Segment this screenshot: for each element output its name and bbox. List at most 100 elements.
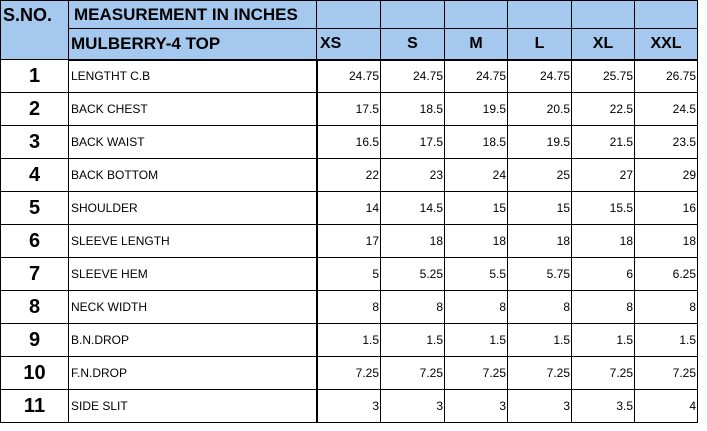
value-cell-m: 18 bbox=[444, 224, 508, 258]
value-cell-xs: 3 bbox=[316, 389, 381, 423]
value-cell-xl: 21.5 bbox=[571, 125, 635, 159]
row-number: 6 bbox=[0, 224, 69, 258]
value-cell-xs: 1.5 bbox=[316, 323, 381, 357]
value-cell-xl: 27 bbox=[571, 158, 635, 192]
value-cell-s: 1.5 bbox=[380, 323, 445, 357]
value-cell-xl: 6 bbox=[571, 257, 635, 291]
value-cell-xs: 24.75 bbox=[316, 59, 381, 93]
value-cell-l: 3 bbox=[507, 389, 572, 423]
header-blank-cell bbox=[571, 0, 635, 29]
value-cell-xxl: 18 bbox=[634, 224, 698, 258]
measurement-label: SLEEVE HEM bbox=[68, 257, 318, 291]
measurement-header: MEASUREMENT IN INCHES bbox=[68, 0, 317, 29]
value-cell-s: 14.5 bbox=[380, 191, 445, 225]
table-row: 5 SHOULDER 14 14.5 15 15 15.5 16 bbox=[0, 191, 698, 225]
value-cell-xxl: 6.25 bbox=[634, 257, 698, 291]
value-cell-l: 20.5 bbox=[507, 92, 572, 126]
value-cell-m: 3 bbox=[444, 389, 508, 423]
measurement-label: SIDE SLIT bbox=[68, 389, 318, 423]
value-cell-xl: 22.5 bbox=[571, 92, 635, 126]
value-cell-xl: 8 bbox=[571, 290, 635, 324]
table-row: 3 BACK WAIST 16.5 17.5 18.5 19.5 21.5 23.5 bbox=[0, 125, 698, 159]
value-cell-xs: 17.5 bbox=[316, 92, 381, 126]
value-cell-l: 15 bbox=[507, 191, 572, 225]
value-cell-xs: 22 bbox=[316, 158, 381, 192]
value-cell-xxl: 29 bbox=[634, 158, 698, 192]
value-cell-xs: 5 bbox=[316, 257, 381, 291]
size-header-m: M bbox=[444, 28, 508, 61]
value-cell-xxl: 16 bbox=[634, 191, 698, 225]
value-cell-xs: 8 bbox=[316, 290, 381, 324]
value-cell-xxl: 23.5 bbox=[634, 125, 698, 159]
value-cell-s: 23 bbox=[380, 158, 445, 192]
table-row: 1 LENGTHT C.B 24.75 24.75 24.75 24.75 25.75 26.… bbox=[0, 59, 698, 93]
value-cell-xxl: 1.5 bbox=[634, 323, 698, 357]
row-number: 8 bbox=[0, 290, 69, 324]
measurement-label: LENGTHT C.B bbox=[68, 59, 318, 93]
header-blank-cell bbox=[507, 0, 572, 29]
row-number: 10 bbox=[0, 356, 69, 390]
table-row: 8 NECK WIDTH 8 8 8 8 8 8 bbox=[0, 290, 698, 324]
value-cell-xl: 3.5 bbox=[571, 389, 635, 423]
table-row: 4 BACK BOTTOM 22 23 24 25 27 29 bbox=[0, 158, 698, 192]
row-number: 7 bbox=[0, 257, 69, 291]
size-header-xxl: XXL bbox=[634, 28, 698, 61]
value-cell-m: 24 bbox=[444, 158, 508, 192]
value-cell-xl: 7.25 bbox=[571, 356, 635, 390]
value-cell-s: 18.5 bbox=[380, 92, 445, 126]
value-cell-m: 8 bbox=[444, 290, 508, 324]
size-header-xs: XS bbox=[316, 28, 381, 61]
value-cell-xxl: 4 bbox=[634, 389, 698, 423]
value-cell-xl: 15.5 bbox=[571, 191, 635, 225]
value-cell-l: 7.25 bbox=[507, 356, 572, 390]
table-row: 11 SIDE SLIT 3 3 3 3 3.5 4 bbox=[0, 389, 698, 423]
table-row: 10 F.N.DROP 7.25 7.25 7.25 7.25 7.25 7.25 bbox=[0, 356, 698, 390]
row-number: 2 bbox=[0, 92, 69, 126]
value-cell-l: 5.75 bbox=[507, 257, 572, 291]
row-number: 3 bbox=[0, 125, 69, 159]
measurement-label: SHOULDER bbox=[68, 191, 318, 225]
measurement-label: F.N.DROP bbox=[68, 356, 318, 390]
row-number: 9 bbox=[0, 323, 69, 357]
value-cell-l: 19.5 bbox=[507, 125, 572, 159]
table-row: 2 BACK CHEST 17.5 18.5 19.5 20.5 22.5 24.5 bbox=[0, 92, 698, 126]
row-number: 5 bbox=[0, 191, 69, 225]
value-cell-s: 5.25 bbox=[380, 257, 445, 291]
value-cell-xs: 17 bbox=[316, 224, 381, 258]
measurement-label: BACK BOTTOM bbox=[68, 158, 318, 192]
table-row: 6 SLEEVE LENGTH 17 18 18 18 18 18 bbox=[0, 224, 698, 258]
value-cell-s: 7.25 bbox=[380, 356, 445, 390]
value-cell-s: 24.75 bbox=[380, 59, 445, 93]
value-cell-m: 7.25 bbox=[444, 356, 508, 390]
value-cell-m: 5.5 bbox=[444, 257, 508, 291]
value-cell-xxl: 8 bbox=[634, 290, 698, 324]
value-cell-l: 8 bbox=[507, 290, 572, 324]
header-blank-cell bbox=[634, 0, 698, 29]
value-cell-s: 17.5 bbox=[380, 125, 445, 159]
measurement-table: S.NO. MEASUREMENT IN INCHES MULBERRY-4 T… bbox=[0, 0, 698, 423]
table-row: 7 SLEEVE HEM 5 5.25 5.5 5.75 6 6.25 bbox=[0, 257, 698, 291]
size-header-l: L bbox=[507, 28, 572, 61]
size-header-s: S bbox=[380, 28, 445, 61]
value-cell-xs: 16.5 bbox=[316, 125, 381, 159]
size-header-xl: XL bbox=[571, 28, 635, 61]
row-number: 11 bbox=[0, 389, 69, 423]
measurement-label: B.N.DROP bbox=[68, 323, 318, 357]
value-cell-xs: 14 bbox=[316, 191, 381, 225]
value-cell-s: 18 bbox=[380, 224, 445, 258]
value-cell-s: 3 bbox=[380, 389, 445, 423]
measurement-label: BACK CHEST bbox=[68, 92, 318, 126]
sno-header: S.NO. bbox=[0, 0, 69, 60]
value-cell-xxl: 7.25 bbox=[634, 356, 698, 390]
header-blank-cell bbox=[380, 0, 445, 29]
measurement-label: SLEEVE LENGTH bbox=[68, 224, 318, 258]
measurement-label: BACK WAIST bbox=[68, 125, 318, 159]
row-number: 1 bbox=[0, 59, 69, 93]
value-cell-s: 8 bbox=[380, 290, 445, 324]
header-blank-cell bbox=[316, 0, 381, 29]
header-blank-cell bbox=[444, 0, 508, 29]
value-cell-l: 24.75 bbox=[507, 59, 572, 93]
value-cell-m: 15 bbox=[444, 191, 508, 225]
measurement-label: NECK WIDTH bbox=[68, 290, 318, 324]
value-cell-xl: 1.5 bbox=[571, 323, 635, 357]
